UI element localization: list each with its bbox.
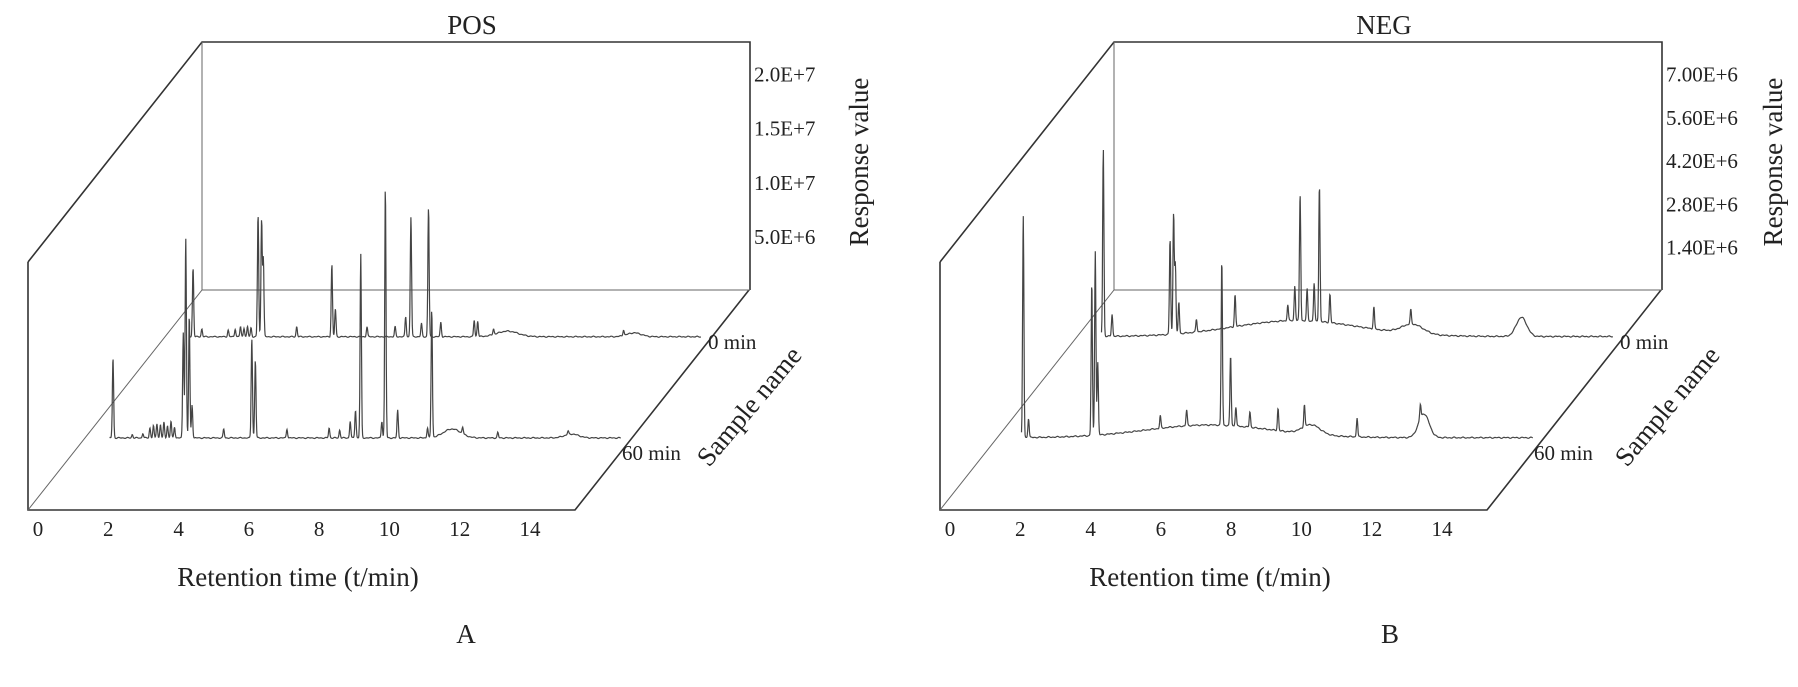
series-label: 60 min — [622, 441, 681, 465]
panel-b-x-axis-label: Retention time (t/min) — [1089, 562, 1330, 592]
panel-a-traces — [109, 191, 702, 440]
frame-floor-back — [27, 289, 750, 511]
x-tick-label: 12 — [1361, 517, 1382, 541]
panel-b-label: B — [1381, 619, 1399, 649]
y-tick-label: 1.5E+7 — [754, 117, 815, 141]
frame-floor-back — [939, 289, 1662, 511]
x-tick-label: 2 — [103, 517, 114, 541]
panel-a-series-labels: 0 min 60 min — [622, 330, 757, 465]
x-tick-label: 14 — [1432, 517, 1454, 541]
x-tick-label: 2 — [1015, 517, 1026, 541]
y-tick-label: 2.80E+6 — [1666, 192, 1738, 216]
frame-top — [939, 41, 1663, 290]
x-tick-label: 10 — [1291, 517, 1312, 541]
x-tick-label: 8 — [314, 517, 325, 541]
panel-a-label: A — [456, 619, 476, 649]
panel-b-title: NEG — [1356, 10, 1412, 40]
panel-b-traces — [1020, 149, 1614, 440]
x-tick-label: 0 — [33, 517, 44, 541]
panel-b-x-ticks: 0 2 4 6 8 10 12 14 — [945, 517, 1453, 541]
y-tick-label: 1.0E+7 — [754, 171, 815, 195]
trace-60-min — [189, 209, 702, 338]
panel-a-y-axis-label: Response value — [844, 78, 874, 247]
panel-a-z-axis-label: Sample name — [691, 341, 808, 472]
x-tick-label: 6 — [1156, 517, 1167, 541]
x-tick-label: 12 — [449, 517, 470, 541]
panel-a-x-axis-label: Retention time (t/min) — [177, 562, 418, 592]
y-tick-label: 4.20E+6 — [1666, 149, 1738, 173]
series-label: 0 min — [1620, 330, 1669, 354]
x-tick-label: 10 — [379, 517, 400, 541]
x-tick-label: 4 — [1085, 517, 1096, 541]
x-tick-label: 8 — [1226, 517, 1237, 541]
x-tick-label: 0 — [945, 517, 956, 541]
panel-b: NEG 0 2 4 6 8 10 12 14 1.40E+6 2.80E+6 4.20E+6 5.6… — [939, 10, 1788, 649]
panel-b-series-labels: 0 min 60 min — [1534, 330, 1669, 465]
trace-60-min — [1100, 149, 1614, 338]
y-tick-label: 1.40E+6 — [1666, 236, 1738, 260]
panel-a-y-ticks: 5.0E+6 1.0E+7 1.5E+7 2.0E+7 — [754, 63, 815, 249]
panel-a-title: POS — [447, 10, 497, 40]
frame-top — [27, 41, 751, 290]
panel-a: POS 0 2 4 6 8 10 12 14 5.0E+6 1.0E+7 1.5E+7 2.0E+7… — [27, 10, 874, 649]
panel-a-box — [27, 41, 751, 511]
panel-b-y-ticks: 1.40E+6 2.80E+6 4.20E+6 5.60E+6 7.00E+6 — [1666, 63, 1738, 260]
y-tick-label: 5.0E+6 — [754, 225, 815, 249]
panel-b-z-axis-label: Sample name — [1609, 341, 1726, 472]
frame-front — [939, 262, 1662, 511]
trace-0-min — [1020, 216, 1533, 440]
y-tick-label: 7.00E+6 — [1666, 63, 1738, 87]
x-tick-label: 6 — [244, 517, 255, 541]
panel-a-x-ticks: 0 2 4 6 8 10 12 14 — [33, 517, 541, 541]
x-tick-label: 4 — [173, 517, 184, 541]
series-label: 0 min — [708, 330, 757, 354]
panel-b-box — [939, 41, 1663, 511]
series-label: 60 min — [1534, 441, 1593, 465]
y-tick-label: 2.0E+7 — [754, 63, 815, 87]
x-tick-label: 14 — [520, 517, 542, 541]
frame-front — [27, 262, 750, 511]
trace-0-min — [109, 191, 621, 440]
panel-b-y-axis-label: Response value — [1758, 78, 1788, 247]
y-tick-label: 5.60E+6 — [1666, 106, 1738, 130]
